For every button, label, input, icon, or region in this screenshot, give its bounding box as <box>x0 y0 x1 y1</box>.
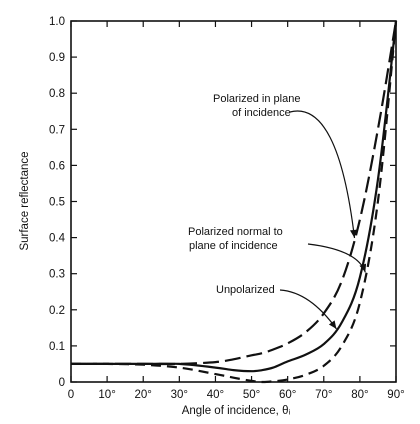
annotation-arrow <box>307 243 366 273</box>
x-tick-label: 50° <box>243 389 260 401</box>
x-tick-label: 90° <box>387 389 404 401</box>
annotation-arrow <box>279 289 337 330</box>
annotation-normal-line1: Polarized normal to <box>188 226 283 238</box>
y-tick-label: 0.4 <box>49 233 66 245</box>
y-tick-labels: 0 0.1 0.2 0.3 0.4 0.5 0.6 0.7 0.8 0.9 1.0 <box>49 16 66 389</box>
annotation-arrowhead <box>350 229 357 238</box>
annotation-in-plane-line1: Polarized in plane <box>213 93 300 105</box>
annotation-in-plane-line2: of incidence <box>232 107 291 119</box>
x-tick-label: 20° <box>135 389 152 401</box>
annotation-unpolarized: Unpolarized <box>216 284 275 296</box>
y-tick-label: 0.6 <box>49 160 65 172</box>
y-tick-label: 0.3 <box>49 269 65 281</box>
y-tick-label: 0.1 <box>49 341 65 353</box>
x-tick-label: 0 <box>68 389 74 401</box>
annotation-arrow <box>289 110 356 239</box>
series-layer <box>70 20 398 384</box>
x-tick-label: 80° <box>351 389 368 401</box>
x-tick-labels: 0 10° 20° 30° 40° 50° 60° 70° 80° 90° <box>68 389 405 401</box>
x-axis-title: Angle of incidence, θᵢ <box>182 405 291 417</box>
series-in-plane-line <box>71 20 398 366</box>
x-tick-label: 40° <box>207 389 224 401</box>
annotation-arrowhead <box>328 320 337 329</box>
y-tick-label: 0.7 <box>49 124 65 136</box>
y-tick-label: 1.0 <box>49 16 65 28</box>
plot-frame <box>70 20 397 383</box>
y-tick-label: 0 <box>59 377 65 389</box>
annotation-arrowhead <box>359 263 367 273</box>
x-tick-label: 30° <box>171 389 188 401</box>
x-tick-label: 60° <box>279 389 296 401</box>
x-tick-label: 10° <box>98 389 115 401</box>
y-tick-label: 0.5 <box>49 197 65 209</box>
series-normal-line <box>70 20 398 384</box>
annotation-normal-line2: plane of incidence <box>189 240 278 252</box>
y-tick-label: 0.8 <box>49 88 65 100</box>
annotation-arrows <box>279 110 367 330</box>
series-unpolarized-line <box>71 20 398 373</box>
y-tick-label: 0.2 <box>49 305 65 317</box>
y-tick-label: 0.9 <box>49 52 65 64</box>
axis-ticks <box>70 20 397 383</box>
x-tick-label: 70° <box>315 389 332 401</box>
y-axis-title: Surface reflectance <box>19 151 31 250</box>
